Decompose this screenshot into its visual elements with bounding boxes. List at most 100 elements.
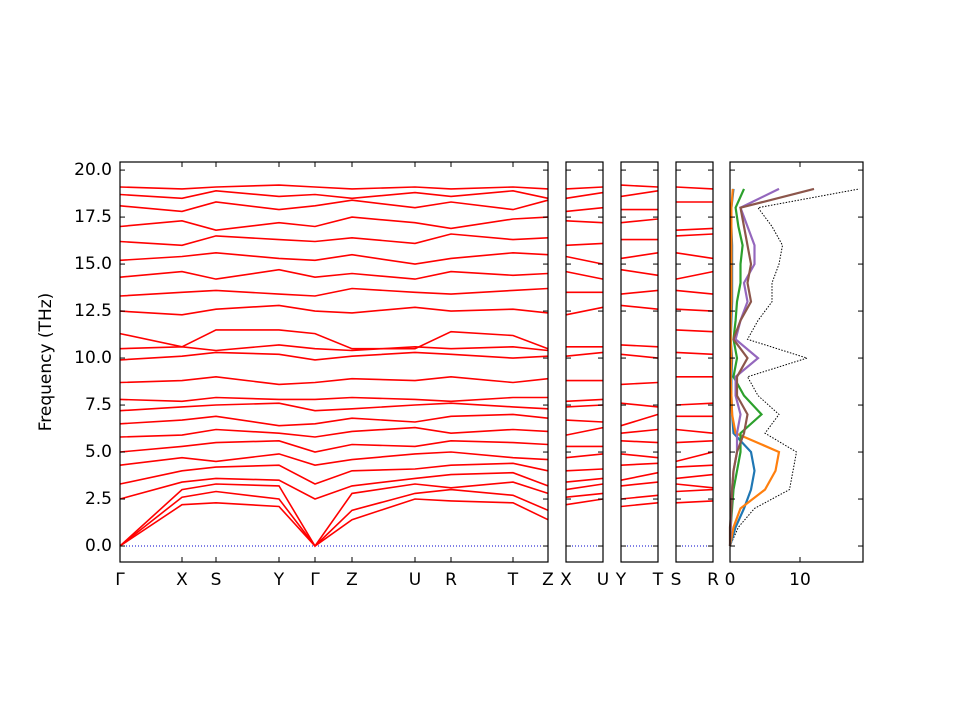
x-tick-label: 0: [725, 570, 736, 590]
band-line: [675, 186, 714, 190]
band-line: [675, 428, 714, 434]
x-tick-label: Γ: [310, 570, 320, 590]
y-tick-label: 7.5: [85, 395, 112, 415]
band-line: [565, 404, 604, 408]
band-line: [119, 471, 549, 500]
band-line: [119, 396, 548, 403]
band-line: [119, 481, 549, 548]
band-line: [620, 502, 659, 508]
band-line: [119, 498, 549, 548]
dos-line: [728, 187, 815, 546]
band-line: [565, 498, 604, 506]
band-line: [675, 270, 714, 280]
x-tick-label: X: [560, 570, 572, 590]
band-line: [119, 184, 549, 190]
band-line: [565, 220, 604, 224]
band-line: [119, 413, 549, 427]
band-line: [565, 306, 604, 316]
band-line: [675, 473, 714, 480]
x-tick-label: Y: [615, 570, 627, 590]
band-line: [675, 451, 714, 463]
band-line: [620, 462, 659, 466]
band-line: [119, 351, 549, 361]
plot-frame: [119, 161, 549, 563]
dos-line: [728, 188, 781, 547]
y-tick-label: 2.5: [85, 489, 112, 509]
band-line: [565, 419, 604, 423]
plot-frame: [675, 161, 714, 563]
band-line: [675, 488, 714, 493]
x-tick-label: Z: [542, 570, 554, 590]
band-line: [675, 289, 714, 295]
band-line: [620, 184, 659, 188]
band-line: [620, 190, 659, 198]
dos-line: [728, 187, 780, 547]
x-tick-label: T: [652, 570, 664, 590]
band-line: [119, 451, 549, 467]
band-line: [565, 398, 604, 403]
x-tick-label: Y: [273, 570, 285, 590]
band-line: [565, 270, 604, 280]
band-line: [620, 353, 659, 359]
band-line: [565, 492, 604, 498]
band-line: [119, 287, 549, 297]
y-tick-label: 5.0: [85, 442, 112, 462]
band-line: [119, 268, 549, 280]
y-tick-label: 12.5: [74, 301, 112, 321]
band-line: [675, 329, 714, 333]
y-tick-label: 0.0: [85, 536, 112, 556]
x-tick-label: R: [707, 570, 719, 590]
dos-line: [728, 188, 764, 547]
x-tick-label: Γ: [115, 570, 125, 590]
band-line: [675, 500, 714, 504]
x-tick-label: T: [507, 570, 519, 590]
band-line: [119, 439, 549, 453]
band-line: [620, 481, 659, 487]
band-line: [620, 402, 659, 408]
band-line: [119, 251, 549, 265]
band-line: [620, 440, 659, 444]
band-line: [119, 344, 549, 352]
y-tick-label: 10.0: [74, 348, 112, 368]
x-tick-label: U: [409, 570, 421, 590]
band-line: [119, 462, 549, 485]
x-tick-label: X: [176, 570, 188, 590]
band-line: [119, 233, 549, 247]
band-line: [675, 402, 714, 406]
band-line: [620, 268, 659, 277]
y-tick-label: 17.5: [74, 207, 112, 227]
band-line: [620, 252, 659, 260]
plot-frame: [620, 161, 659, 563]
y-tick-label: 15.0: [74, 254, 112, 274]
band-line: [675, 440, 714, 444]
band-line: [620, 428, 659, 434]
band-line: [620, 344, 659, 348]
band-line: [675, 233, 714, 237]
band-line: [565, 186, 604, 190]
band-line: [620, 218, 659, 224]
y-tick-label: 20.0: [74, 160, 112, 180]
band-line: [119, 189, 549, 200]
band-line: [620, 413, 659, 427]
x-tick-label: S: [671, 570, 682, 590]
band-line: [119, 488, 549, 548]
band-line: [565, 426, 604, 436]
band-line: [565, 351, 604, 357]
x-tick-label: S: [211, 570, 222, 590]
band-line: [675, 252, 714, 260]
band-line: [620, 453, 659, 459]
plot-frame: [729, 161, 864, 563]
band-line: [620, 304, 659, 310]
band-line: [119, 402, 549, 412]
band-line: [620, 289, 659, 295]
band-line: [565, 255, 604, 265]
x-tick-label: U: [597, 570, 609, 590]
x-tick-label: 10: [789, 570, 811, 590]
band-line: [675, 464, 714, 468]
band-line: [675, 308, 714, 312]
band-line: [119, 426, 549, 438]
band-line: [565, 477, 604, 483]
band-line: [119, 199, 549, 213]
band-line: [620, 381, 659, 386]
